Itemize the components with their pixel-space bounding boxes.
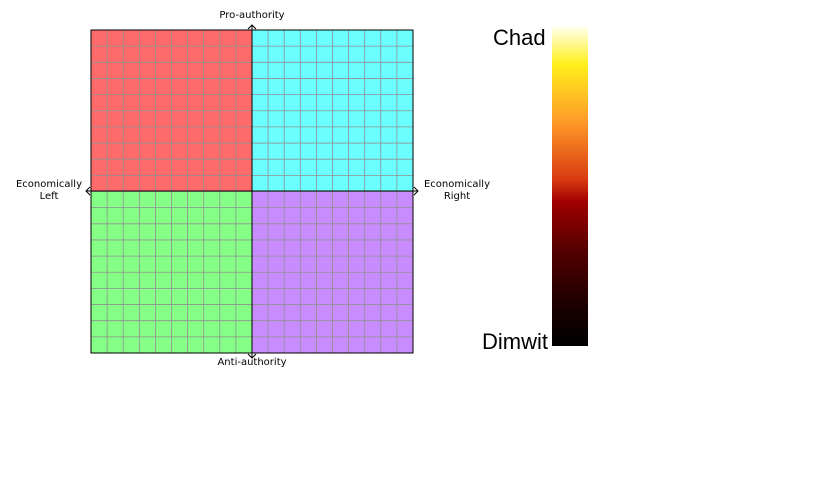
axis-label-right: Economically Right [410,179,504,203]
axis-label-left: Economically Left [2,179,96,203]
colorbar [552,26,588,346]
axis-label-top: Pro-authority [219,10,285,21]
axis-label-right-line1: Economically [423,179,490,190]
arrow-right [413,186,419,196]
axis-label-right-line2: Right [443,191,471,202]
arrow-up [247,24,257,30]
arrow-left [85,186,91,196]
colorbar-bottom-label: Dimwit [482,329,548,354]
colorbar-top-label: Chad [493,25,546,50]
arrow-down [247,353,257,359]
axes [85,24,419,359]
axis-label-bottom: Anti-authority [217,357,287,368]
axis-label-left-line2: Left [39,191,59,202]
axis-label-left-line1: Economically [15,179,82,190]
